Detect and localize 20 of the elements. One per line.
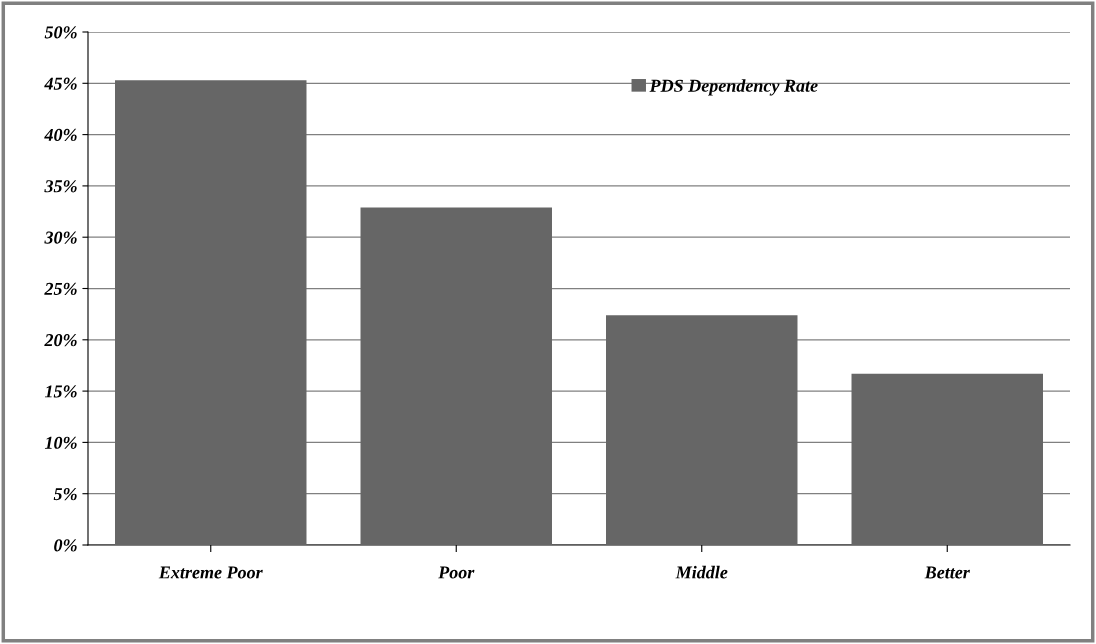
y-tick-label: 15% [44,385,77,398]
x-tick-label: Poor [438,566,475,579]
bar [360,207,552,545]
y-tick-label: 45% [44,77,77,90]
x-tick-label: Extreme Poor [158,566,263,579]
bar [115,80,307,545]
y-tick-label: 25% [44,282,77,295]
x-tick-label: Middle [675,565,728,579]
y-tick-label: 35% [44,180,77,193]
y-tick-label: 10% [44,436,77,449]
y-tick-label: 5% [53,487,77,501]
bar [606,315,798,545]
y-tick-label: 50% [44,26,77,39]
legend-label: PDS Dependency Rate [649,79,818,96]
y-tick-label: 0% [54,539,77,552]
y-tick-label: 20% [44,334,77,347]
bar [851,373,1043,545]
x-tick-label: Better [924,566,970,579]
y-tick-label: 30% [44,231,77,244]
y-tick-label: 40% [44,128,77,142]
